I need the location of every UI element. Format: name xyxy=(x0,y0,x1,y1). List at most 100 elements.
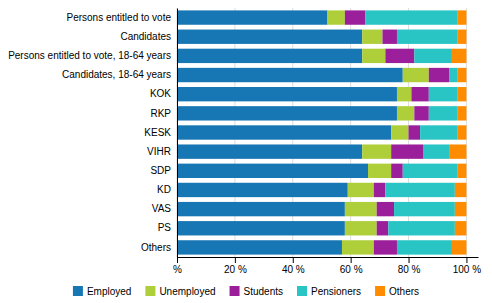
legend-label: Pensioners xyxy=(311,286,361,297)
grid xyxy=(177,8,466,257)
bar-segment xyxy=(414,49,452,63)
y-tick: RKP xyxy=(150,108,177,119)
bar-segment xyxy=(177,164,368,178)
y-tick: Candidates xyxy=(120,31,177,42)
y-tick: SDP xyxy=(150,165,177,176)
legend-item: Employed xyxy=(73,286,131,297)
bar-segment xyxy=(177,87,397,101)
tick-label: KD xyxy=(157,184,171,195)
bar-segment xyxy=(452,49,466,63)
tick-label: Candidates, 18-64 years xyxy=(62,69,171,80)
bar-segment xyxy=(365,10,458,24)
bar-segment xyxy=(177,30,362,44)
tick-mark xyxy=(293,257,294,263)
tick-label: 20 % xyxy=(224,264,247,275)
bar-segment xyxy=(377,202,394,216)
y-tick: VIHR xyxy=(147,146,177,157)
bar-segment xyxy=(409,125,421,139)
y-tick: KD xyxy=(157,184,177,195)
bar-segment xyxy=(391,164,403,178)
axis-domain xyxy=(177,9,178,258)
bar-segment xyxy=(403,68,429,82)
grid-line xyxy=(177,8,178,257)
bar-segment xyxy=(177,125,391,139)
bar-segment xyxy=(458,68,467,82)
bar-segment xyxy=(368,164,391,178)
tick-label: RKP xyxy=(150,108,171,119)
tick-label: % xyxy=(173,264,182,275)
legend-label: Students xyxy=(244,286,283,297)
tick-label: 40 % xyxy=(282,264,305,275)
tick-label: Candidates xyxy=(120,31,171,42)
bar-segment xyxy=(397,87,411,101)
legend-label: Employed xyxy=(87,286,131,297)
x-tick: % xyxy=(173,257,182,275)
bar-segment xyxy=(177,10,328,24)
legend-label: Unemployed xyxy=(159,286,215,297)
bar-segment xyxy=(397,240,452,254)
bar-segment xyxy=(394,202,455,216)
bar-segment xyxy=(458,30,467,44)
bar-segment xyxy=(382,30,396,44)
bar-segment xyxy=(385,183,454,197)
bar-segment xyxy=(388,221,455,235)
y-tick: Persons entitled to vote xyxy=(66,12,177,23)
x-tick: 60 % xyxy=(340,257,363,275)
bar-segment xyxy=(458,164,467,178)
y-tick: PS xyxy=(158,222,177,233)
tick-label: KESK xyxy=(144,127,171,138)
legend-item: Pensioners xyxy=(297,286,361,297)
y-axis: Persons entitled to vote Candidates Person… xyxy=(8,9,177,258)
bar-segment xyxy=(449,144,466,158)
legend-item: Unemployed xyxy=(145,286,215,297)
legend-swatch xyxy=(297,286,307,296)
tick-label: Persons entitled to vote, 18-64 years xyxy=(8,50,171,61)
y-tick: Others xyxy=(141,242,177,253)
bar-segment xyxy=(362,30,382,44)
tick-mark xyxy=(177,257,178,263)
x-tick: 80 % xyxy=(398,257,421,275)
bar-segment xyxy=(328,10,345,24)
bar-segment xyxy=(458,106,467,120)
tick-label: 80 % xyxy=(398,264,421,275)
bar-segment xyxy=(385,49,414,63)
tick-label: PS xyxy=(158,222,172,233)
bar-segment xyxy=(397,106,414,120)
y-tick: Persons entitled to vote, 18-64 years xyxy=(8,50,177,61)
x-tick: 20 % xyxy=(224,257,247,275)
bar-segment xyxy=(391,144,423,158)
bar-segment xyxy=(362,144,391,158)
bar-segment xyxy=(455,202,467,216)
y-tick: VAS xyxy=(152,203,177,214)
bar-segment xyxy=(348,183,374,197)
bar-segment xyxy=(362,49,385,63)
x-tick: 100 % xyxy=(453,257,481,275)
legend-swatch xyxy=(145,286,155,296)
tick-label: VAS xyxy=(152,203,172,214)
bar-segment xyxy=(377,221,389,235)
bar-segment xyxy=(177,202,345,216)
bar-segment xyxy=(177,183,348,197)
tick-label: 60 % xyxy=(340,264,363,275)
bar-segment xyxy=(345,10,365,24)
y-tick: KOK xyxy=(150,88,177,99)
bar-segment xyxy=(177,106,397,120)
bar-segment xyxy=(177,221,345,235)
tick-label: Others xyxy=(141,242,171,253)
bar-segment xyxy=(374,183,386,197)
bar-segment xyxy=(429,106,458,120)
tick-mark xyxy=(351,257,352,263)
bar-segment xyxy=(420,125,458,139)
tick-label: Persons entitled to vote xyxy=(66,12,171,23)
chart: % 20 % 40 % 60 % 80 % 100 % Persons entitled t… xyxy=(0,0,492,303)
y-tick: Candidates, 18-64 years xyxy=(62,69,177,80)
tick-label: 100 % xyxy=(453,264,481,275)
x-axis: % 20 % 40 % 60 % 80 % 100 % xyxy=(173,257,481,275)
bar-segment xyxy=(455,221,467,235)
tick-label: VIHR xyxy=(147,146,171,157)
bar-segment xyxy=(403,164,458,178)
tick-label: SDP xyxy=(150,165,171,176)
tick-label: KOK xyxy=(150,88,171,99)
bar-segment xyxy=(397,30,458,44)
bar-segment xyxy=(449,68,458,82)
